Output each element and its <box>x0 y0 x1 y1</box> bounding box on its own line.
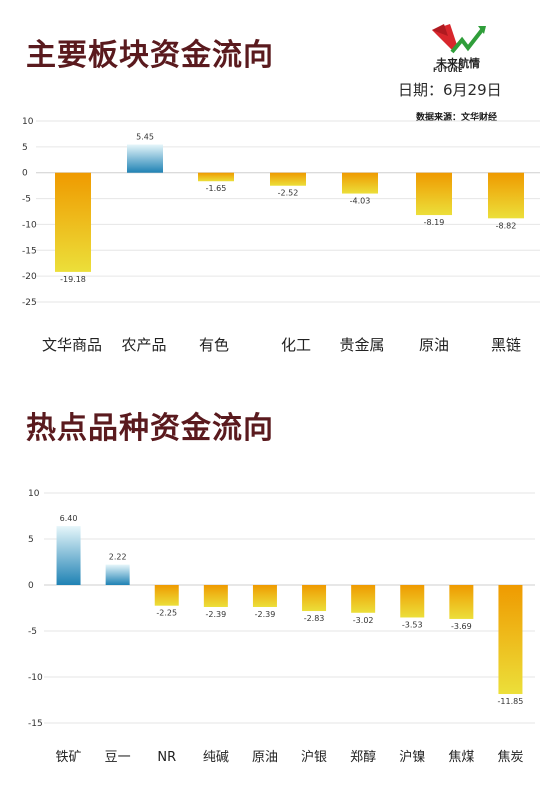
value-label: -2.39 <box>205 610 226 619</box>
category-label: 豆一 <box>105 750 131 765</box>
bar <box>400 585 425 618</box>
value-label: -8.82 <box>496 221 517 230</box>
category-label: 原油 <box>419 336 449 354</box>
category-label: 焦炭 <box>497 750 523 765</box>
logo-subtext: FUTURE <box>433 67 463 74</box>
value-label: -2.39 <box>255 610 276 619</box>
value-label: -2.83 <box>304 614 325 623</box>
value-label: -3.69 <box>451 622 472 631</box>
data-source: 数据来源：文华财经 <box>416 113 498 123</box>
value-label: -2.52 <box>278 189 299 198</box>
y-tick-label: -15 <box>22 246 37 256</box>
category-label: 沪镍 <box>399 749 425 765</box>
category-label: 沪银 <box>301 749 327 765</box>
bar <box>56 526 81 585</box>
y-tick-label: 10 <box>28 489 40 499</box>
value-label: 6.40 <box>60 514 78 523</box>
value-label: -11.85 <box>498 697 524 706</box>
y-tick-label: -5 <box>28 627 37 637</box>
chart-sector-bars: 10 5 0 -5 -10 -15 -20 -25 -19.18 文华商品 5.45 农产品 -1.65… <box>22 117 540 354</box>
y-tick-label: 5 <box>28 535 34 545</box>
category-label: 铁矿 <box>56 750 82 765</box>
y-tick-label: -15 <box>28 719 43 729</box>
bar <box>302 585 327 612</box>
value-label: -4.03 <box>350 197 371 206</box>
bar <box>105 564 130 585</box>
y-tick-label: -10 <box>28 673 43 683</box>
bar <box>270 172 306 186</box>
bar <box>449 585 474 619</box>
category-label: 焦煤 <box>448 750 474 765</box>
bar <box>127 144 163 173</box>
bar <box>252 585 277 607</box>
section-title-varieties: 热点品种资金流向 <box>26 411 274 446</box>
category-label: 贵金属 <box>339 336 384 354</box>
bar <box>203 585 228 607</box>
bar <box>498 585 523 695</box>
y-tick-label: 0 <box>28 581 34 591</box>
category-label: 农产品 <box>121 336 166 354</box>
y-tick-label: -10 <box>22 220 37 230</box>
category-label: NR <box>157 750 176 765</box>
y-tick-label: 10 <box>22 117 34 127</box>
category-label: 纯碱 <box>203 750 229 765</box>
bar <box>416 172 452 216</box>
bar <box>351 585 376 613</box>
value-label: -3.02 <box>353 616 374 625</box>
category-label: 郑醇 <box>350 749 376 765</box>
chart-variety-bars: 10 5 0 -5 -10 -15 6.40 铁矿 2.22 豆一 -2.25 NR -2.39 纯碱 -2… <box>28 489 535 765</box>
bar <box>154 585 179 606</box>
y-tick-label: 0 <box>22 169 28 179</box>
category-label: 化工 <box>281 336 311 354</box>
bar <box>198 172 234 182</box>
value-label: 2.22 <box>109 553 127 562</box>
section-title-sectors: 主要板块资金流向 <box>26 38 274 73</box>
bar <box>55 172 91 272</box>
y-tick-label: -20 <box>22 272 37 282</box>
value-label: -2.25 <box>156 609 177 618</box>
value-label: -19.18 <box>60 275 86 284</box>
value-label: -1.65 <box>206 184 227 193</box>
value-label: 5.45 <box>136 133 154 142</box>
bar <box>488 172 524 219</box>
y-tick-label: 5 <box>22 143 28 153</box>
future-logo-icon <box>428 22 490 72</box>
category-label: 文华商品 <box>42 336 102 354</box>
value-label: -3.53 <box>402 620 423 629</box>
value-label: -8.19 <box>424 218 445 227</box>
y-tick-label: -5 <box>22 195 31 205</box>
category-label: 黑链 <box>491 336 521 354</box>
date-label: 日期：6月29日 <box>398 81 502 99</box>
logo-text: 未来航情 <box>436 57 480 70</box>
category-label: 有色 <box>199 336 229 354</box>
bar <box>342 172 378 194</box>
y-tick-label: -25 <box>22 298 37 308</box>
category-label: 原油 <box>252 750 278 765</box>
